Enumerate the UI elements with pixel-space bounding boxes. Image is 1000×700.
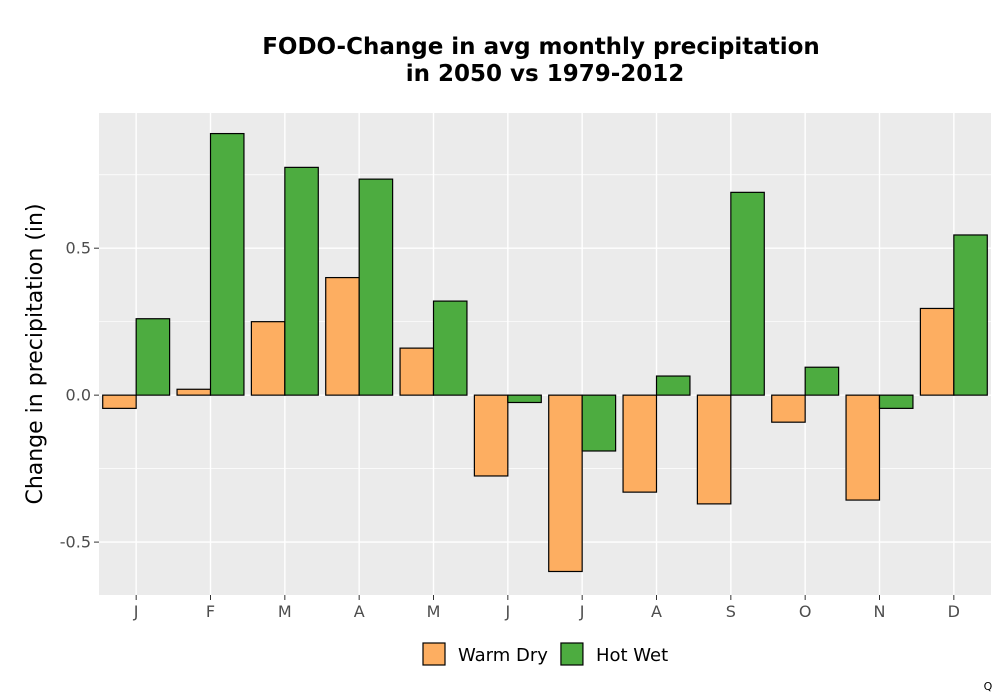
x-tick-label: S — [726, 602, 736, 621]
legend-label-hot-wet: Hot Wet — [596, 645, 668, 666]
x-tick-label: J — [133, 602, 139, 621]
bar-hot-wet-5 — [432, 300, 468, 396]
bar-warm-dry-8 — [622, 394, 658, 493]
bar-warm-dry-9 — [696, 394, 732, 505]
bar-warm-dry-1 — [102, 394, 137, 409]
bar-warm-dry-3 — [250, 321, 286, 396]
x-tick-label: O — [799, 602, 812, 621]
bar-hot-wet-1 — [135, 318, 171, 396]
bar-hot-wet-3 — [284, 166, 319, 396]
bar-warm-dry-11 — [845, 394, 881, 501]
x-tick-label: D — [948, 602, 960, 621]
legend-swatch-hot-wet — [560, 642, 584, 666]
legend: Warm Dry Hot Wet — [422, 642, 668, 666]
bar-warm-dry-6 — [473, 394, 509, 477]
bar-hot-wet-6 — [507, 394, 542, 404]
plot-panel — [99, 113, 991, 595]
bar-warm-dry-4 — [325, 276, 360, 396]
bar-hot-wet-12 — [953, 234, 988, 396]
x-tick-label: M — [427, 602, 441, 621]
legend-swatch-warm-dry — [422, 642, 446, 666]
y-tick-label: 0.5 — [66, 239, 91, 258]
chart-title-line-1: FODO-Change in avg monthly precipitation — [262, 34, 820, 60]
x-tick-label: J — [579, 602, 585, 621]
bar-warm-dry-12 — [919, 307, 955, 396]
bar-hot-wet-8 — [655, 375, 691, 396]
y-tick-label: 0.0 — [66, 386, 91, 405]
y-tick-label: -0.5 — [60, 533, 91, 552]
bar-layer — [102, 132, 988, 573]
corner-mark: Q — [984, 680, 993, 693]
y-tick-layer: -0.5 0.0 0.5 — [60, 239, 99, 552]
bar-hot-wet-7 — [581, 394, 617, 452]
x-tick-label: A — [354, 602, 365, 621]
x-tick-label: J — [504, 602, 510, 621]
x-tick-label: A — [651, 602, 662, 621]
x-tick-label: N — [874, 602, 886, 621]
x-tick-label: F — [206, 602, 215, 621]
bar-hot-wet-4 — [358, 178, 394, 396]
bar-hot-wet-10 — [804, 366, 840, 396]
bar-warm-dry-10 — [771, 394, 806, 423]
bar-hot-wet-9 — [730, 191, 765, 396]
bar-warm-dry-7 — [548, 394, 583, 573]
bar-hot-wet-11 — [878, 394, 914, 409]
legend-label-warm-dry: Warm Dry — [458, 645, 548, 666]
bar-warm-dry-2 — [176, 388, 212, 396]
chart-title-line-2: in 2050 vs 1979-2012 — [406, 61, 685, 87]
bar-hot-wet-2 — [209, 132, 245, 396]
y-axis-label: Change in precipitation (in) — [23, 203, 48, 504]
bar-warm-dry-5 — [399, 347, 435, 396]
x-tick-label: M — [278, 602, 292, 621]
